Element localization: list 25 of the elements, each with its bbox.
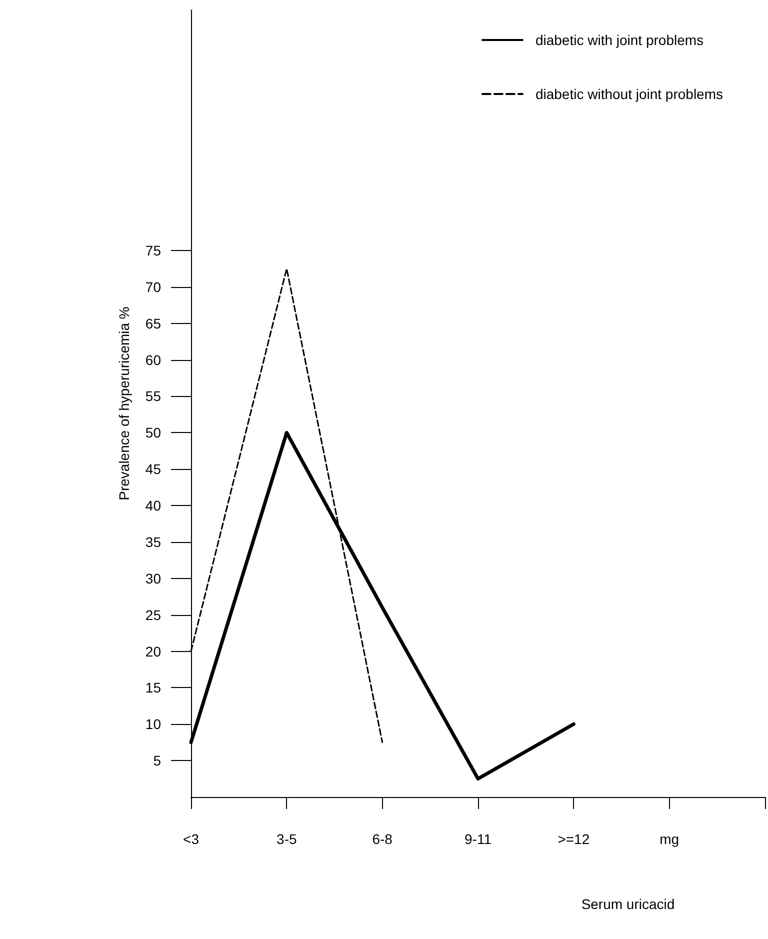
y-tick-label: 10: [145, 716, 162, 732]
y-tick-label: 45: [145, 461, 162, 478]
legend-label: diabetic with joint problems: [535, 32, 704, 48]
x-tick-label: 6-8: [372, 831, 393, 847]
y-tick-label: 20: [145, 643, 162, 660]
y-tick-label: 40: [145, 498, 162, 514]
x-tick-label: <3: [183, 831, 200, 847]
x-axis-title: Serum uricacid: [581, 896, 675, 912]
x-tick-label: mg: [660, 831, 680, 847]
x-tick-label: >=12: [558, 831, 590, 847]
y-tick-label: 50: [145, 424, 162, 441]
y-axis-title: Prevalence of hyperuricemia %: [116, 306, 132, 500]
y-tick-label: 15: [145, 680, 162, 696]
y-tick-label: 60: [145, 352, 162, 368]
y-tick-label: 55: [145, 388, 162, 404]
y-tick-label: 70: [145, 278, 162, 295]
y-tick-label: 5: [153, 752, 162, 769]
x-tick-label: 9-11: [464, 831, 492, 847]
y-tick-label: 75: [145, 242, 162, 258]
y-tick-label: 35: [145, 534, 162, 550]
legend-label: diabetic without joint problems: [535, 86, 724, 102]
y-tick-label: 65: [145, 315, 162, 332]
x-tick-label: 3-5: [276, 831, 297, 847]
y-tick-label: 30: [145, 570, 162, 586]
y-tick-label: 25: [145, 606, 162, 623]
